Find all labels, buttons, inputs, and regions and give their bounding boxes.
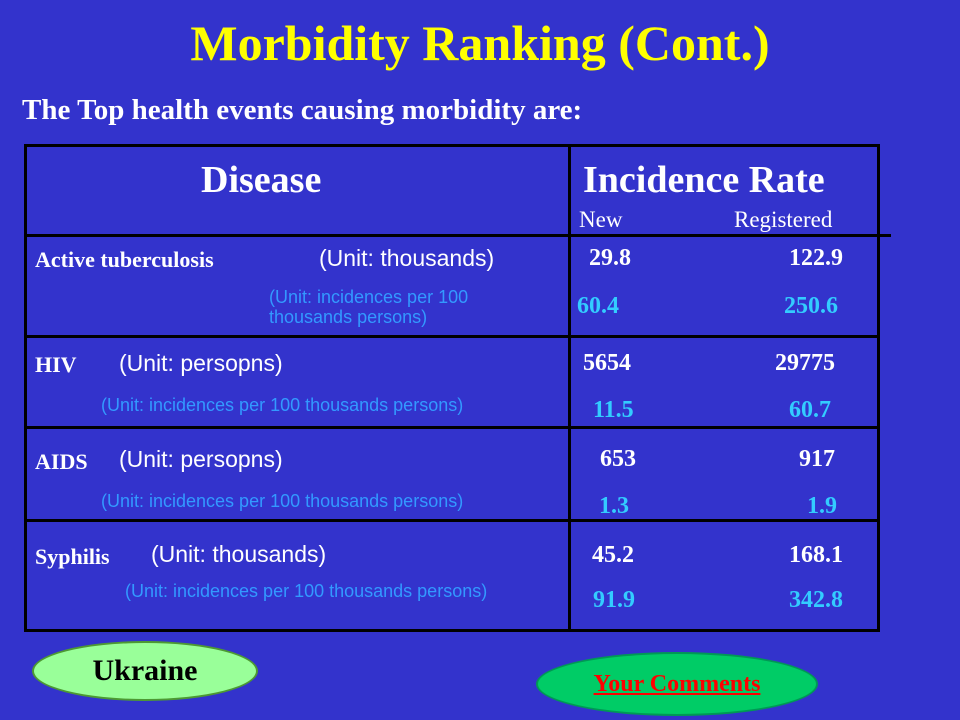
value-new: 29.8 bbox=[589, 245, 631, 271]
rate-registered: 1.9 bbox=[807, 493, 837, 519]
disease-unit: (Unit: thousands) bbox=[319, 245, 495, 271]
rate-registered: 342.8 bbox=[789, 587, 843, 613]
rate-unit: (Unit: incidences per 100 thousands pers… bbox=[269, 287, 469, 327]
header-incidence-rate: Incidence Rate bbox=[583, 159, 825, 201]
your-comments-button[interactable]: Your Comments bbox=[536, 652, 818, 716]
value-new: 653 bbox=[600, 446, 636, 472]
disease-unit: (Unit: persopns) bbox=[119, 446, 283, 472]
column-divider bbox=[568, 147, 571, 629]
row-divider bbox=[27, 426, 877, 429]
row-divider bbox=[27, 335, 877, 338]
rate-registered: 60.7 bbox=[789, 397, 831, 423]
value-registered: 29775 bbox=[775, 350, 835, 376]
disease-name: HIV bbox=[35, 352, 77, 377]
header-divider bbox=[27, 234, 891, 237]
morbidity-table: Disease Incidence Rate New Registered Ac… bbox=[24, 144, 891, 632]
row-divider bbox=[27, 519, 877, 522]
value-new: 5654 bbox=[583, 350, 631, 376]
rate-unit: (Unit: incidences per 100 thousands pers… bbox=[101, 395, 464, 415]
page-title: Morbidity Ranking (Cont.) bbox=[190, 15, 770, 71]
header-registered: Registered bbox=[734, 207, 833, 232]
value-registered: 917 bbox=[799, 446, 835, 472]
disease-unit: (Unit: persopns) bbox=[119, 350, 283, 376]
rate-unit: (Unit: incidences per 100 thousands pers… bbox=[125, 581, 488, 601]
rate-new: 1.3 bbox=[599, 493, 629, 519]
rate-new: 60.4 bbox=[577, 293, 619, 319]
value-registered: 168.1 bbox=[789, 542, 843, 568]
value-new: 45.2 bbox=[592, 542, 634, 568]
rate-new: 91.9 bbox=[593, 587, 635, 613]
header-new: New bbox=[579, 207, 623, 232]
disease-name: Syphilis bbox=[35, 544, 110, 569]
value-registered: 122.9 bbox=[789, 245, 843, 271]
header-disease: Disease bbox=[201, 159, 322, 201]
country-badge: Ukraine bbox=[32, 641, 258, 701]
rate-unit: (Unit: incidences per 100 thousands pers… bbox=[101, 491, 464, 511]
page-subtitle: The Top health events causing morbidity … bbox=[22, 94, 583, 126]
disease-name: Active tuberculosis bbox=[35, 247, 214, 272]
rate-registered: 250.6 bbox=[784, 293, 838, 319]
rate-new: 11.5 bbox=[593, 397, 634, 423]
disease-name: AIDS bbox=[35, 449, 88, 474]
disease-unit: (Unit: thousands) bbox=[151, 541, 327, 567]
